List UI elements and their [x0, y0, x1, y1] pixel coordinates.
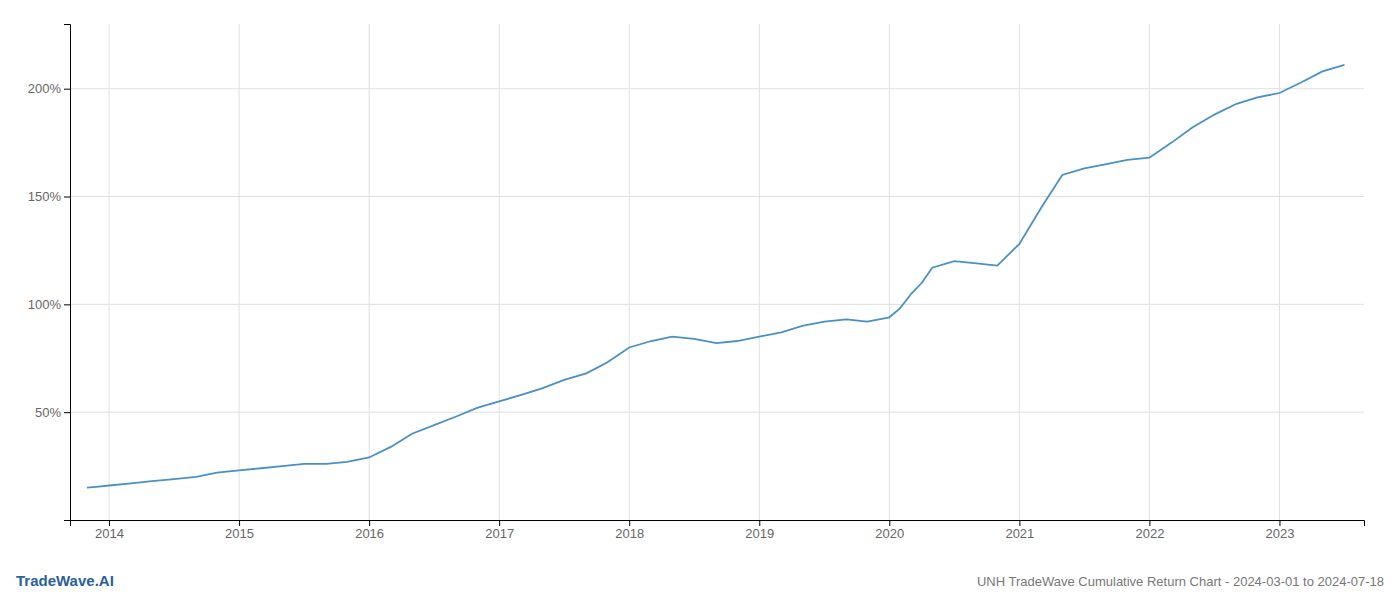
grid-line-x — [369, 24, 370, 520]
x-tick-label: 2023 — [1266, 526, 1295, 541]
grid-line-y — [70, 88, 1364, 89]
x-tick-label: 2014 — [95, 526, 124, 541]
y-tick-label: 150% — [28, 189, 62, 204]
x-tick-label: 2020 — [875, 526, 904, 541]
y-tick-label: 100% — [28, 297, 62, 312]
grid — [70, 24, 1364, 520]
x-tick-mark — [1279, 520, 1280, 526]
x-axis: 2014 2015 2016 2017 2018 2019 2020 2021 2022 2023 — [71, 520, 1365, 541]
x-tick-mark — [1149, 520, 1150, 526]
x-tick-mark — [369, 520, 370, 526]
x-tick-mark — [1019, 520, 1020, 526]
x-tick-mark — [239, 520, 240, 526]
marks — [87, 65, 1345, 488]
x-tick-mark — [109, 520, 110, 526]
y-tick: 100% — [28, 297, 70, 312]
x-tick: 2022 — [1135, 520, 1164, 541]
x-tick-mark — [629, 520, 630, 526]
x-tick: 2015 — [225, 520, 254, 541]
y-tick-mark — [64, 89, 70, 90]
x-tick: 2014 — [95, 520, 124, 541]
x-tick: 2016 — [355, 520, 384, 541]
plot-area: 2014 2015 2016 2017 2018 2019 2020 2021 2022 2023… — [28, 24, 1365, 541]
chart: 2014 2015 2016 2017 2018 2019 2020 2021 2022 2023… — [0, 0, 1400, 600]
y-tick-label: 50% — [35, 405, 61, 420]
x-axis-line — [71, 521, 1365, 527]
grid-line-x — [109, 24, 110, 520]
grid-line-y — [70, 412, 1364, 413]
x-tick-label: 2021 — [1005, 526, 1034, 541]
grid-line-x — [1149, 24, 1150, 520]
grid-line-y — [70, 304, 1364, 305]
x-tick-label: 2019 — [745, 526, 774, 541]
grid-line-y — [70, 196, 1364, 197]
grid-line-x — [239, 24, 240, 520]
grid-line-x — [499, 24, 500, 520]
x-tick: 2019 — [745, 520, 774, 541]
y-tick: 200% — [28, 81, 70, 96]
y-axis-line — [64, 25, 71, 521]
y-tick-mark — [64, 412, 70, 413]
y-tick-mark — [64, 304, 70, 305]
x-tick: 2023 — [1266, 520, 1295, 541]
grid-line-x — [759, 24, 760, 520]
grid-line-x — [889, 24, 890, 520]
x-tick-label: 2022 — [1135, 526, 1164, 541]
x-tick: 2021 — [1005, 520, 1034, 541]
x-tick-label: 2015 — [225, 526, 254, 541]
footer: TradeWave.AI — [16, 572, 114, 589]
y-axis: 50% 100% 150% 200% — [28, 25, 71, 521]
x-tick: 2020 — [875, 520, 904, 541]
x-tick-mark — [889, 520, 890, 526]
x-tick-label: 2018 — [615, 526, 644, 541]
x-tick-mark — [499, 520, 500, 526]
y-tick: 150% — [28, 189, 70, 204]
grid-line-x — [1019, 24, 1020, 520]
title: UNH TradeWave Cumulative Return Chart - … — [977, 574, 1384, 589]
y-tick: 50% — [35, 405, 70, 420]
x-tick: 2017 — [485, 520, 514, 541]
cumulative-line — [87, 65, 1345, 488]
grid-line-x — [1279, 24, 1280, 520]
y-tick-label: 200% — [28, 81, 62, 96]
x-tick-label: 2017 — [485, 526, 514, 541]
x-tick-mark — [759, 520, 760, 526]
x-tick: 2018 — [615, 520, 644, 541]
grid-line-x — [629, 24, 630, 520]
y-tick-mark — [64, 197, 70, 198]
x-tick-label: 2016 — [355, 526, 384, 541]
